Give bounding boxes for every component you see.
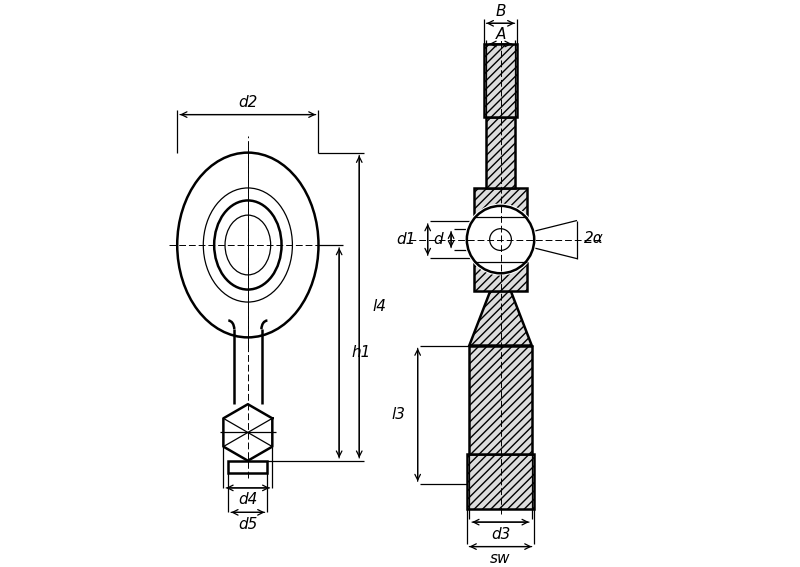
Bar: [470, 345, 532, 454]
Text: A: A: [495, 27, 506, 41]
Text: d3: d3: [491, 527, 510, 541]
Text: h1: h1: [351, 345, 370, 361]
Text: sw: sw: [490, 551, 510, 566]
Bar: [484, 44, 518, 117]
Text: d1: d1: [396, 232, 416, 247]
Text: B: B: [495, 4, 506, 19]
Bar: [466, 454, 534, 509]
Text: l4: l4: [373, 299, 387, 314]
Text: 2α: 2α: [583, 231, 603, 246]
Bar: [474, 188, 527, 291]
Text: d2: d2: [238, 95, 258, 110]
Bar: [486, 117, 514, 188]
Circle shape: [466, 204, 536, 275]
Bar: [228, 461, 267, 473]
Polygon shape: [470, 291, 532, 345]
Text: l3: l3: [392, 407, 406, 422]
Text: d4: d4: [238, 492, 258, 507]
Text: d: d: [434, 232, 443, 247]
Text: d5: d5: [238, 517, 258, 532]
